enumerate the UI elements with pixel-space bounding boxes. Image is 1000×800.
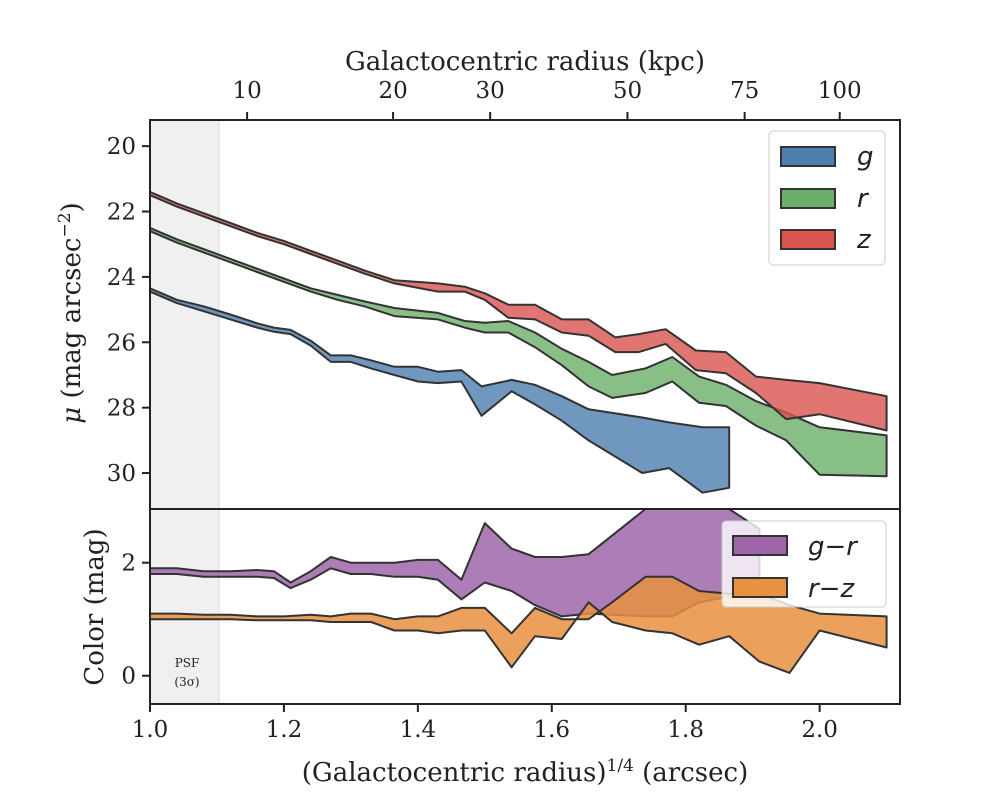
- axis-ticks: 1.0 1.2 1.4 1.6 1.8 2.010 20 30 50 75 100202224262…: [107, 78, 862, 743]
- top-x-tick-label: 100: [818, 78, 862, 104]
- legend-label-z: z: [856, 225, 872, 255]
- y-tick-label-top: 30: [107, 461, 136, 487]
- x-tick-label: 2.0: [801, 717, 838, 743]
- x-tick-label: 1.6: [533, 717, 570, 743]
- top-x-tick-label: 20: [378, 78, 407, 104]
- y-tick-label-top: 20: [107, 134, 136, 160]
- legend-bottom: g−r r−z: [721, 520, 887, 608]
- legend-label-r: r: [857, 184, 870, 214]
- legend-swatch-g: [780, 146, 836, 167]
- area-z: [150, 190, 888, 432]
- legend-label-r-z: r−z: [808, 574, 855, 604]
- legend-swatch-r-z: [732, 577, 788, 598]
- top-x-tick-label: 50: [613, 78, 642, 104]
- top-x-tick-label: 10: [232, 78, 261, 104]
- y-tick-label-bottom: 2: [121, 551, 136, 577]
- psf-label: PSF: [175, 656, 200, 670]
- y-tick-label-top: 26: [107, 330, 136, 356]
- legend-swatch-r: [780, 188, 836, 209]
- legend-swatch-z: [780, 229, 836, 250]
- top-x-tick-label: 75: [730, 78, 759, 104]
- area-r-z: [150, 575, 888, 674]
- legend-swatch-g-r: [732, 535, 788, 556]
- legend-label-g: g: [857, 142, 874, 172]
- psf-sigma-label: (3σ): [174, 675, 199, 689]
- y-axis-label-bottom: Color (mag): [80, 528, 110, 685]
- y-tick-label-top: 22: [107, 200, 136, 226]
- y-tick-label-bottom: 0: [121, 664, 136, 690]
- x-tick-label: 1.8: [667, 717, 704, 743]
- y-tick-label-top: 28: [107, 396, 136, 422]
- x-tick-label: 1.0: [132, 717, 169, 743]
- top-x-axis-label: Galactocentric radius (kpc): [345, 47, 705, 77]
- top-x-tick-label: 30: [476, 78, 505, 104]
- legend-label-g-r: g−r: [808, 532, 859, 562]
- area-g: [150, 287, 731, 494]
- x-tick-label: 1.2: [266, 717, 303, 743]
- y-axis-label-top: μ (mag arcsec−2): [55, 202, 87, 423]
- x-axis-label: (Galactocentric radius)1/4 (arcsec): [302, 756, 748, 788]
- bottom-axes-frame: [149, 508, 901, 705]
- psf-shaded-region: [150, 120, 219, 509]
- psf-shaded-region: [150, 509, 219, 704]
- y-tick-label-top: 24: [107, 265, 136, 291]
- surface-brightness-plot: [150, 190, 888, 494]
- legend-top: g r z: [768, 130, 886, 266]
- x-tick-label: 1.4: [400, 717, 437, 743]
- area-r: [150, 226, 888, 478]
